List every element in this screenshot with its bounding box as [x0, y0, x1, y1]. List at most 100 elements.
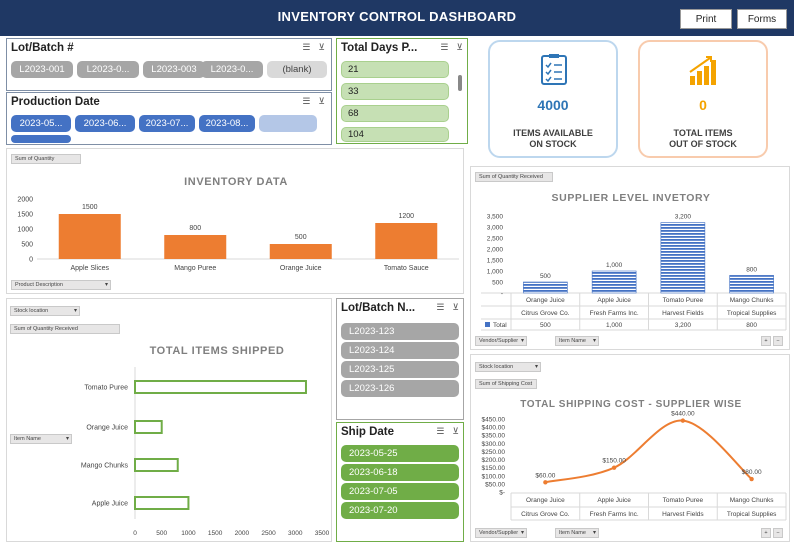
sum-quantity-received-field-button[interactable]: Sum of Quantity Received	[10, 324, 120, 334]
slicer-item[interactable]: 2023-05...	[11, 115, 71, 132]
x-tick-label: Orange Juice	[526, 297, 565, 304]
collapse-field-button[interactable]: −	[773, 336, 783, 346]
item-name-field-button[interactable]: Item Name	[555, 528, 599, 538]
bar	[134, 420, 163, 434]
sum-quantity-received-field-button[interactable]: Sum of Quantity Received	[475, 172, 553, 182]
scrollbar[interactable]	[458, 75, 462, 91]
clear-filter-icon[interactable]: ⊻	[452, 302, 459, 312]
slicer-item-partial[interactable]	[11, 135, 71, 143]
multi-select-icon[interactable]: ☰	[440, 42, 449, 52]
clear-filter-icon[interactable]: ⊻	[318, 42, 325, 52]
y-tick-label: $100.00	[482, 473, 506, 480]
x-tick-label: Mango Chunks	[730, 497, 774, 504]
slicer-item[interactable]: L2023-0...	[77, 61, 139, 78]
clear-filter-icon[interactable]: ⊻	[452, 426, 459, 436]
bar	[164, 235, 227, 259]
x-tick-label: Tomato Sauce	[384, 265, 429, 272]
slicer-item[interactable]: L2023-001	[11, 61, 73, 78]
data-label: $440.00	[671, 411, 695, 418]
y-tick-label: 0	[29, 257, 33, 264]
items-shipped-title: TOTAL ITEMS SHIPPED	[149, 345, 285, 357]
bar	[134, 458, 179, 472]
x-tick-label: 2000	[235, 530, 250, 537]
x-subcategory-label: Tropical Supplies	[727, 310, 777, 317]
product-description-field-button[interactable]: Product Description	[11, 280, 111, 290]
print-button[interactable]: Print	[680, 9, 732, 29]
ship-date-slicer: Ship Date ☰ ⊻ 2023-05-25 2023-06-18 2023-…	[336, 422, 464, 542]
lot-batch-n-slicer-title: Lot/Batch N...	[341, 302, 416, 314]
slicer-item[interactable]: L2023-123	[341, 323, 459, 340]
data-label: $150.00	[602, 458, 626, 465]
collapse-field-button[interactable]: −	[773, 528, 783, 538]
slicer-item[interactable]: 2023-08...	[199, 115, 255, 132]
multi-select-icon[interactable]: ☰	[302, 96, 311, 106]
y-tick-label: $250.00	[482, 449, 506, 456]
x-tick-label: Apple Juice	[597, 497, 631, 504]
sum-quantity-field-button[interactable]: Sum of Quantity	[11, 154, 81, 164]
slicer-item[interactable]: (blank)	[267, 61, 327, 78]
slicer-item[interactable]: 2023-06-18	[341, 464, 459, 481]
vendor-supplier-field-button[interactable]: Vendor/Supplier	[475, 336, 527, 346]
shipping-cost-chart-panel: Stock location Sum of Shipping Cost TOTA…	[470, 354, 790, 542]
x-tick-label: Tomato Puree	[663, 497, 704, 504]
x-tick-label: Mango Chunks	[730, 297, 774, 304]
slicer-item[interactable]: 104	[341, 127, 449, 142]
slicer-item[interactable]: L2023-126	[341, 380, 459, 397]
dashboard-title: INVENTORY CONTROL DASHBOARD	[277, 9, 517, 24]
x-tick-label: Apple Slices	[70, 265, 109, 272]
multi-select-icon[interactable]: ☰	[436, 426, 445, 436]
x-tick-label: 2500	[261, 530, 276, 537]
slicer-item[interactable]	[259, 115, 317, 132]
slicer-item[interactable]: L2023-0...	[201, 61, 263, 78]
multi-select-icon[interactable]: ☰	[302, 42, 311, 52]
item-name-field-button[interactable]: Item Name	[555, 336, 599, 346]
clear-filter-icon[interactable]: ⊻	[318, 96, 325, 106]
bar	[523, 281, 568, 294]
slicer-item[interactable]: 2023-07-05	[341, 483, 459, 500]
bar	[134, 380, 307, 394]
x-tick-label: 1500	[208, 530, 223, 537]
multi-select-icon[interactable]: ☰	[436, 302, 445, 312]
y-tick-label: 2,000	[487, 247, 504, 254]
y-tick-label: $300.00	[482, 441, 506, 448]
slicer-item[interactable]: L2023-003	[143, 61, 205, 78]
slicer-item[interactable]: 68	[341, 105, 449, 122]
vendor-supplier-field-button[interactable]: Vendor/Supplier	[475, 528, 527, 538]
expand-field-button[interactable]: +	[761, 528, 771, 538]
bar	[58, 214, 121, 259]
stock-location-field-button[interactable]: Stock location	[475, 362, 541, 372]
bar-growth-icon	[689, 56, 716, 85]
supplier-inventory-chart: - 500 1,000 1,500 2,000 2,500 3,000 3,500 Total 5…	[481, 214, 787, 331]
items-shipped-chart-panel: Stock location Sum of Quantity Received …	[6, 298, 332, 542]
expand-field-button[interactable]: +	[761, 336, 771, 346]
x-tick-label: Orange Juice	[526, 497, 565, 504]
y-tick-label: Orange Juice	[86, 425, 128, 432]
slicer-item[interactable]: 2023-05-25	[341, 445, 459, 462]
sum-shipping-cost-field-button[interactable]: Sum of Shipping Cost	[475, 379, 537, 389]
slicer-item[interactable]: 21	[341, 61, 449, 78]
total-days-slicer-title: Total Days P...	[341, 42, 418, 54]
clear-filter-icon[interactable]: ⊻	[456, 42, 463, 52]
slicer-item[interactable]: 33	[341, 83, 449, 100]
table-cell: 500	[540, 322, 551, 329]
supplier-inventory-title: SUPPLIER LEVEL INVETORY	[551, 192, 711, 204]
stock-location-field-button[interactable]: Stock location	[10, 306, 80, 316]
inventory-data-chart-panel: Sum of Quantity INVENTORY DATA 0 500 1000 1…	[6, 148, 464, 294]
item-name-field-button[interactable]: Item Name	[10, 434, 72, 444]
slicer-item[interactable]: 2023-06...	[75, 115, 135, 132]
forms-button[interactable]: Forms	[737, 9, 787, 29]
slicer-item[interactable]: 2023-07...	[139, 115, 195, 132]
series-line	[545, 419, 753, 484]
y-tick-label: 1500	[17, 212, 33, 219]
bar	[269, 244, 332, 259]
slicer-item[interactable]: 2023-07-20	[341, 502, 459, 519]
items-available-card: 4000 ITEMS AVAILABLE ON STOCK	[488, 40, 618, 158]
x-tick-label: 500	[156, 530, 167, 537]
table-cell: 1,000	[606, 322, 623, 329]
checklist-icon	[541, 54, 567, 85]
y-tick-label: $450.00	[482, 417, 506, 424]
slicer-item[interactable]: L2023-125	[341, 361, 459, 378]
slicer-item[interactable]: L2023-124	[341, 342, 459, 359]
x-tick-label: Orange Juice	[280, 265, 322, 272]
y-tick-label: 1,500	[487, 258, 504, 265]
